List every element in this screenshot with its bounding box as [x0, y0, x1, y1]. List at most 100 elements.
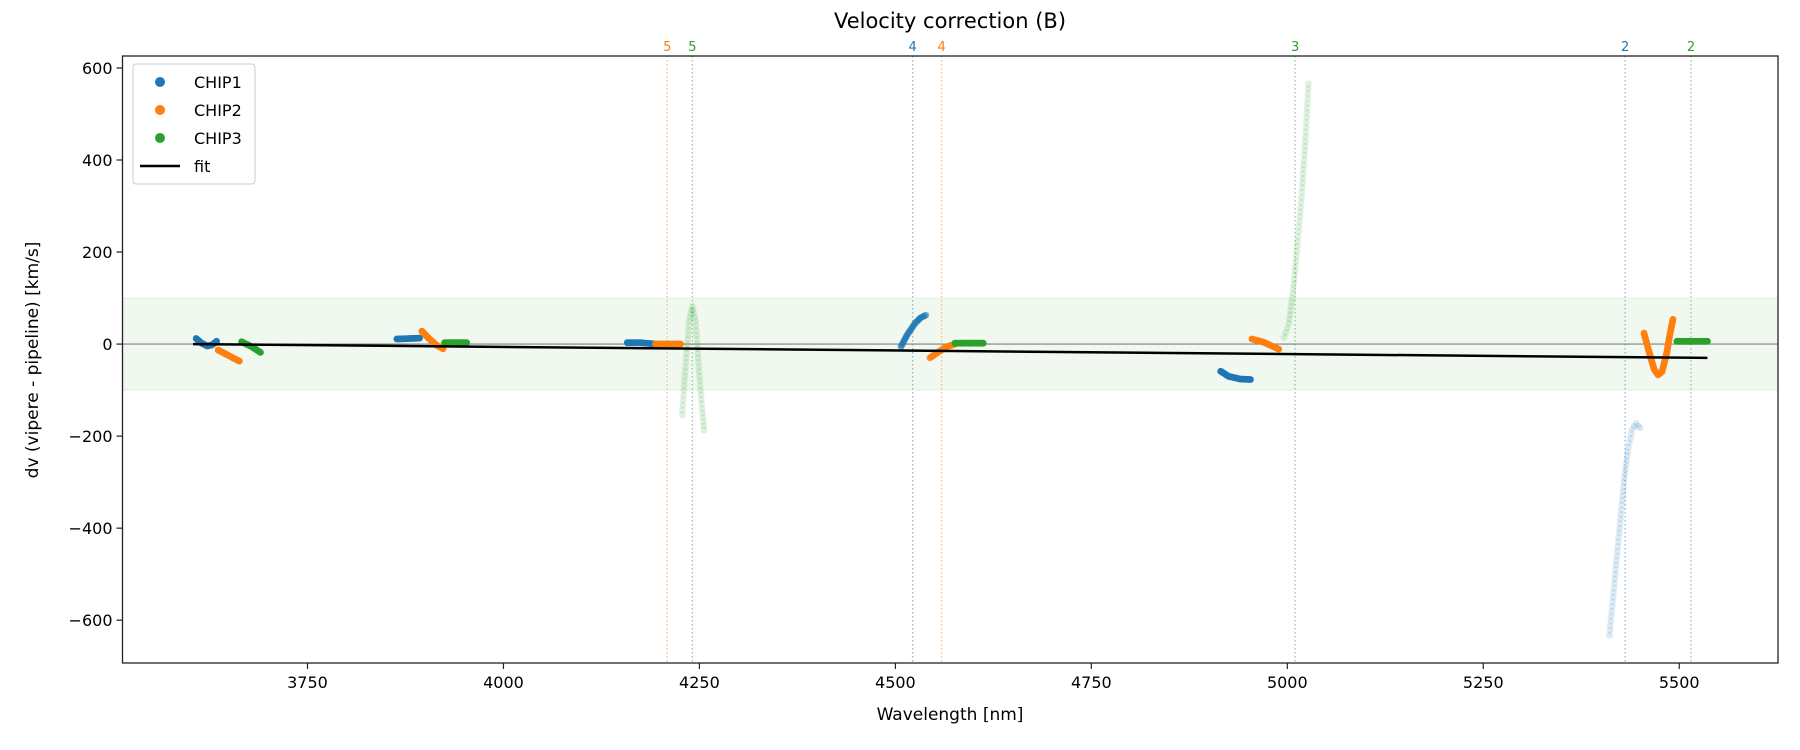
chip3-point: [1299, 170, 1307, 178]
chip3-point: [697, 395, 705, 403]
legend-marker-chip1: [155, 77, 165, 87]
chip1-point: [1617, 510, 1625, 518]
y-axis-label: dv (vipere - pipeline) [km/s]: [23, 242, 43, 479]
chip3-point: [1295, 223, 1303, 231]
chip3-point: [692, 326, 700, 334]
legend-label-chip3: CHIP3: [194, 129, 242, 148]
chip3-point: [699, 413, 707, 421]
chip1-point: [1247, 376, 1254, 383]
chip3-point: [690, 310, 698, 318]
chip3-point: [679, 406, 686, 414]
chip3-point: [692, 322, 700, 330]
chip3-point: [683, 349, 690, 357]
chip3-point: [1300, 152, 1308, 159]
chip2-point: [235, 357, 243, 365]
chip3-point: [1296, 208, 1304, 216]
chip1-point: [1615, 529, 1623, 537]
chip3-point: [1298, 184, 1306, 192]
chip1-point: [213, 337, 220, 345]
chip1-point: [1623, 452, 1631, 460]
chip3-point: [1293, 243, 1301, 250]
chip3-point: [1304, 99, 1311, 107]
chip1-point: [1630, 422, 1638, 430]
legend: CHIP1 CHIP2 CHIP3 fit: [132, 63, 256, 185]
chip3-point: [1704, 337, 1711, 345]
chip3-point: [979, 339, 987, 347]
chip1-point: [1607, 617, 1615, 625]
chip3-point: [700, 426, 708, 434]
chip3-point: [693, 331, 700, 339]
chip1-point: [1624, 444, 1632, 452]
legend-marker-chip2: [155, 105, 165, 115]
chip2-point: [677, 340, 685, 348]
chip3-point: [463, 339, 471, 347]
chip3-point: [682, 354, 690, 362]
chip3-point: [680, 392, 687, 399]
fit-line: [193, 342, 1708, 360]
chip1-point: [1612, 566, 1620, 573]
chip3-point: [1297, 198, 1305, 206]
chip1-point: [1613, 556, 1620, 564]
x-tick-label: 5500: [1659, 673, 1700, 692]
chip3-point: [688, 302, 696, 310]
chip1-point: [1609, 593, 1617, 601]
chip3-point: [700, 422, 708, 430]
chip3-point: [681, 368, 689, 376]
x-tick-label: 3750: [287, 673, 328, 692]
chip3-point: [695, 368, 703, 376]
chip3-point: [682, 363, 689, 371]
chip1-point: [1618, 501, 1626, 509]
chip3-point: [1303, 104, 1311, 112]
chip3-point: [697, 391, 705, 399]
chip3-point: [1305, 80, 1312, 88]
chip1-point: [1623, 457, 1631, 464]
chip1-point: [1622, 461, 1630, 469]
chip3-point: [684, 336, 692, 343]
chip1-point: [1636, 424, 1644, 432]
chip3-point: [1296, 218, 1303, 226]
chip1-point: [1606, 627, 1614, 634]
chip1-point: [1627, 430, 1635, 438]
chip1-point: [1616, 520, 1624, 527]
chip3-point: [691, 313, 699, 321]
vertical-lines-layer: 5 5 4 4 3 2 2: [663, 40, 1695, 663]
chip3-point: [1298, 189, 1306, 196]
plot-frame: [121, 55, 1779, 664]
chip3-point: [688, 306, 695, 314]
chip3-point: [257, 348, 264, 356]
order-label: 4: [908, 40, 916, 55]
chip1-point: [1616, 524, 1623, 532]
chip3-point: [1297, 203, 1305, 211]
chip1-point: [1608, 603, 1616, 610]
chip3-point: [1280, 333, 1288, 341]
chip3-point: [1303, 114, 1311, 122]
chip3-point: [1290, 280, 1298, 288]
chip1-point: [1606, 622, 1614, 630]
chip1-point: [1619, 487, 1627, 495]
chip3-point: [1300, 156, 1308, 164]
chip3-point: [1294, 233, 1302, 240]
chip3-point: [698, 400, 706, 408]
chip3-point: [1302, 119, 1310, 126]
chip3-point: [680, 382, 688, 390]
y-tick-label: 600: [82, 59, 113, 78]
legend-marker-chip3: [155, 133, 165, 143]
x-tick-label: 4500: [875, 673, 916, 692]
chip3-point: [1292, 262, 1299, 270]
chip3-point: [1294, 238, 1302, 245]
chip3-point: [1293, 247, 1301, 255]
chip3-point: [684, 331, 692, 339]
order-label: 4: [937, 40, 945, 55]
chip1-point: [1611, 570, 1619, 578]
chip1-point: [1606, 631, 1613, 639]
chip3-point: [680, 387, 688, 395]
chip3-point: [1292, 252, 1300, 260]
chip1-point: [1611, 575, 1619, 583]
chip3-point: [1295, 228, 1303, 236]
chip3-point: [1301, 138, 1309, 145]
chip1-point: [1612, 561, 1620, 569]
chip3-point: [1302, 128, 1310, 136]
chip3-point: [693, 340, 701, 348]
x-tick-label: 4000: [483, 673, 524, 692]
chip3-point: [1286, 315, 1293, 323]
